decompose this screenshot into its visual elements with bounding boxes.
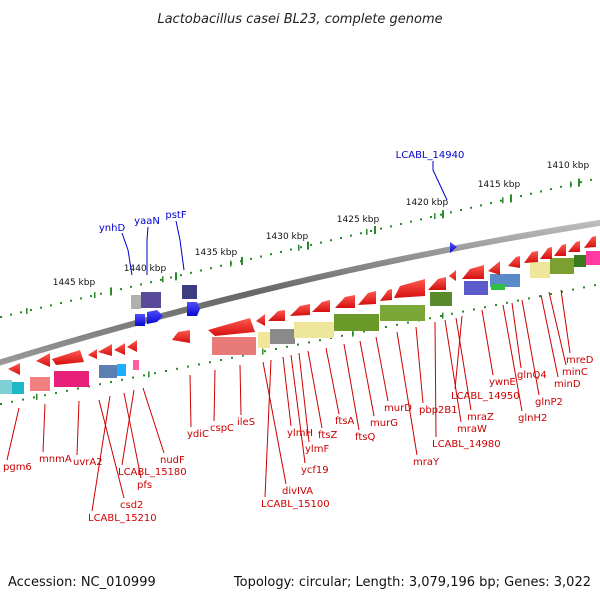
gene-arrow [394,279,425,298]
gene-arrow [380,289,392,301]
gene-label: murD [384,403,412,414]
gene-arrow [147,310,163,324]
gene-label: ydiC [187,429,209,440]
gene-label: mreD [566,355,594,366]
gene-arrow [208,318,255,336]
scale-tick-label: 1410 kbp [547,161,590,171]
scale-tick-label: 1435 kbp [195,248,238,258]
gene-label: LCABL_14940 [396,150,465,161]
gene-label: nudF [160,455,185,466]
gene-arrow [449,270,456,281]
scale-tick-label: 1430 kbp [266,232,309,242]
gene-label: cspC [210,423,234,434]
gene-arrow [312,300,330,312]
scale-tick-label: 1440 kbp [124,264,167,274]
gene-arrow [88,349,97,359]
gene-label: pgm6 [3,462,32,473]
gene-arrow [256,314,265,326]
gene-label: murG [370,418,398,429]
gene-label: ynhD [99,223,126,234]
scale-tick-label: 1420 kbp [406,198,449,208]
feature-tracks [0,251,600,394]
gene-label: pbp2B1 [419,405,458,416]
gene-label: mraY [413,457,440,468]
topology-text: Topology: circular; Length: 3,079,196 bp… [233,575,591,590]
gene-label: uvrA2 [73,457,103,468]
gene-label: ftsQ [355,432,375,443]
gene-arrow [584,236,596,248]
gene-label: divIVA [282,486,313,497]
gene-arrow [268,310,285,321]
gene-arrow [428,277,446,290]
gene-label: glnQ4 [517,370,547,381]
gene-label: LCABL_15180 [118,467,187,478]
gene-arrow [172,330,190,343]
gene-label: csd2 [120,500,143,511]
gene-labels: LCABL_14940 ynhD yaaN pstF pgm6 mnmA uvrA2 csd2… [3,150,594,524]
gene-label: minD [554,379,581,390]
gene-arrow [127,340,137,352]
gene-label: LCABL_15210 [88,513,157,524]
gene-arrow [524,251,538,263]
gene-arrow [290,304,310,316]
gene-label: LCABL_15100 [261,499,330,510]
gene-label: LCABL_14980 [432,439,501,450]
gene-label: pstF [165,210,186,221]
gene-arrow [450,242,457,253]
gene-label: yaaN [134,216,160,227]
genome-title: Lactobacillus casei BL23, complete genom… [157,12,442,27]
gene-arrow [508,256,520,268]
gene-arrow [187,302,200,316]
gene-label: ftsZ [318,430,337,441]
gene-label: glnP2 [535,397,563,408]
gene-label: ylmF [305,444,329,455]
gene-arrow [114,343,125,355]
gene-arrow [36,353,50,367]
gene-label: ycf19 [301,465,329,476]
kbp-scale: 1410 kbp 1415 kbp 1420 kbp 1425 kbp 1430 kbp… [0,161,592,318]
scale-tick-label: 1415 kbp [478,180,521,190]
gene-arrow [568,241,580,252]
gene-label: pfs [137,480,152,491]
gene-label: ftsA [335,416,354,427]
gene-label: mraW [457,424,487,435]
gene-label: LCABL_14950 [451,391,520,402]
gene-label: ylmH [287,428,313,439]
scale-tick-label: 1425 kbp [337,215,380,225]
gene-arrow [462,265,484,279]
gene-arrow [488,261,500,275]
gene-arrow [135,314,145,326]
gene-label: ywnE [489,377,516,388]
accession-text: Accession: NC_010999 [8,575,156,590]
gene-label: mraZ [467,412,494,423]
gene-arrow [358,291,376,305]
gene-arrow [554,244,566,256]
gene-label: mnmA [39,454,72,465]
gene-arrows [8,236,596,375]
gene-arrow [52,350,84,365]
scale-tick-label: 1445 kbp [53,278,96,288]
gene-arrow [540,247,552,259]
gene-label: glnH2 [518,413,547,424]
chromosome-backbone [0,219,600,366]
gene-arrow [8,363,20,375]
gene-arrow [335,295,355,308]
gene-arrow [98,344,112,356]
gene-label: minC [562,367,588,378]
gene-label: ileS [237,417,255,428]
